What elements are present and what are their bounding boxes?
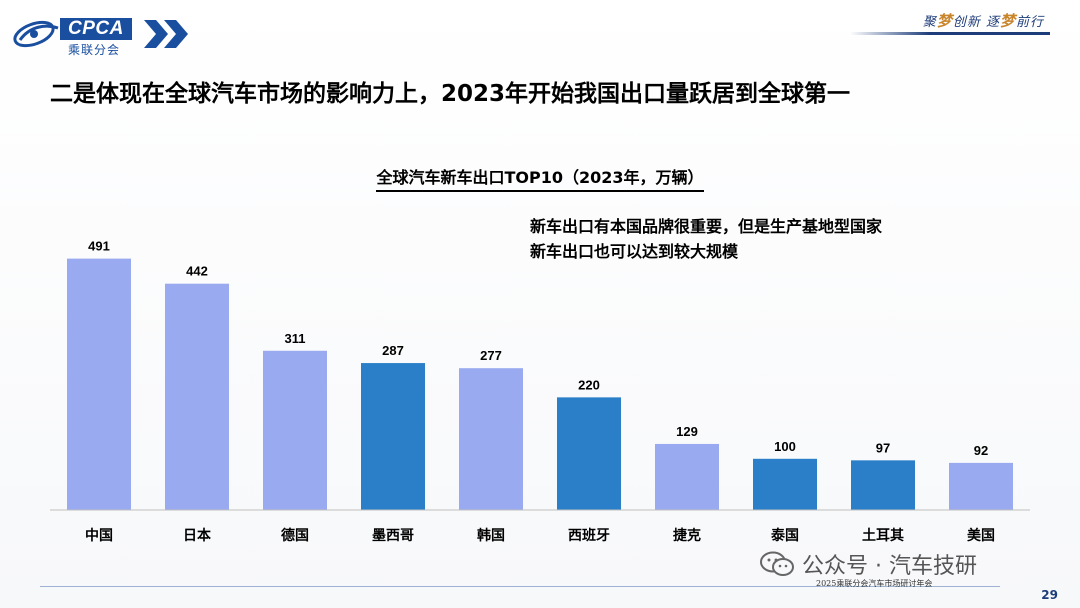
bar-4 — [459, 368, 523, 510]
slogan-part: 创新 逐 — [952, 15, 1000, 30]
x-tick-label-6: 捷克 — [673, 527, 701, 544]
footer-bar: 2025乘联分会汽车市场研讨年会 29 — [0, 579, 1080, 608]
x-tick-label-7: 泰国 — [770, 527, 799, 544]
page-title: 二是体现在全球汽车市场的影响力上，2023年开始我国出口量跃居到全球第一 — [50, 81, 851, 107]
x-tick-label-9: 美国 — [967, 527, 995, 544]
data-label-0: 491 — [88, 239, 110, 254]
data-label-3: 287 — [382, 343, 404, 358]
data-label-1: 442 — [186, 264, 208, 279]
note-line-2: 新车出口也可以达到较大规模 — [530, 242, 739, 261]
wechat-icon — [760, 551, 794, 576]
bar-2 — [263, 350, 327, 510]
bar-9 — [949, 462, 1013, 510]
data-label-2: 311 — [285, 331, 306, 346]
bar-5 — [557, 397, 621, 510]
slogan-part: 前行 — [1015, 15, 1044, 30]
x-tick-label-0: 中国 — [85, 527, 113, 544]
slogan: 聚梦创新 逐梦前行 — [923, 10, 1044, 31]
slogan-part: 聚 — [922, 15, 937, 30]
x-tick-label-3: 墨西哥 — [372, 528, 414, 544]
x-tick-label-5: 西班牙 — [568, 527, 610, 544]
watermark: 公众号 · 汽车技研 — [760, 548, 977, 580]
slogan-highlight: 梦 — [936, 12, 953, 30]
slogan-underline — [850, 32, 1050, 35]
chevron-right-icon — [144, 20, 188, 48]
x-tick-label-2: 德国 — [281, 527, 309, 544]
chart-title-wrap: 全球汽车新车出口TOP10（2023年，万辆） — [0, 164, 1080, 192]
data-label-9: 92 — [974, 443, 988, 458]
data-label-7: 100 — [774, 439, 796, 454]
data-label-6: 129 — [676, 424, 698, 439]
footer-line — [40, 586, 1000, 587]
event-name: 2025乘联分会汽车市场研讨年会 — [816, 579, 933, 588]
cpca-emblem-icon — [13, 20, 59, 48]
bar-8 — [851, 460, 915, 510]
cpca-logo: CPCA 乘联分会 — [12, 14, 202, 57]
bar-0 — [67, 258, 131, 510]
x-tick-label-1: 日本 — [183, 527, 212, 544]
bar-1 — [165, 283, 229, 510]
bar-6 — [655, 443, 719, 510]
data-label-8: 97 — [876, 440, 890, 455]
data-label-5: 220 — [578, 377, 600, 392]
data-label-4: 277 — [480, 348, 502, 363]
bar-3 — [361, 363, 425, 510]
logo-text-cn: 乘联分会 — [68, 43, 121, 57]
watermark-text: 公众号 · 汽车技研 — [802, 554, 977, 579]
header: CPCA 乘联分会 聚梦创新 逐梦前行 — [0, 0, 1080, 60]
logo-text: CPCA — [60, 18, 132, 40]
page-number: 29 — [1041, 588, 1058, 602]
chart-title: 全球汽车新车出口TOP10（2023年，万辆） — [376, 168, 704, 192]
x-tick-label-4: 韩国 — [477, 527, 505, 544]
note-line-1: 新车出口有本国品牌很重要，但是生产基地型国家 — [530, 217, 883, 236]
annotation-note: 新车出口有本国品牌很重要，但是生产基地型国家 新车出口也可以达到较大规模 — [530, 214, 882, 264]
x-tick-label-8: 土耳其 — [862, 527, 904, 544]
bar-7 — [753, 458, 817, 510]
slogan-highlight: 梦 — [999, 12, 1016, 30]
